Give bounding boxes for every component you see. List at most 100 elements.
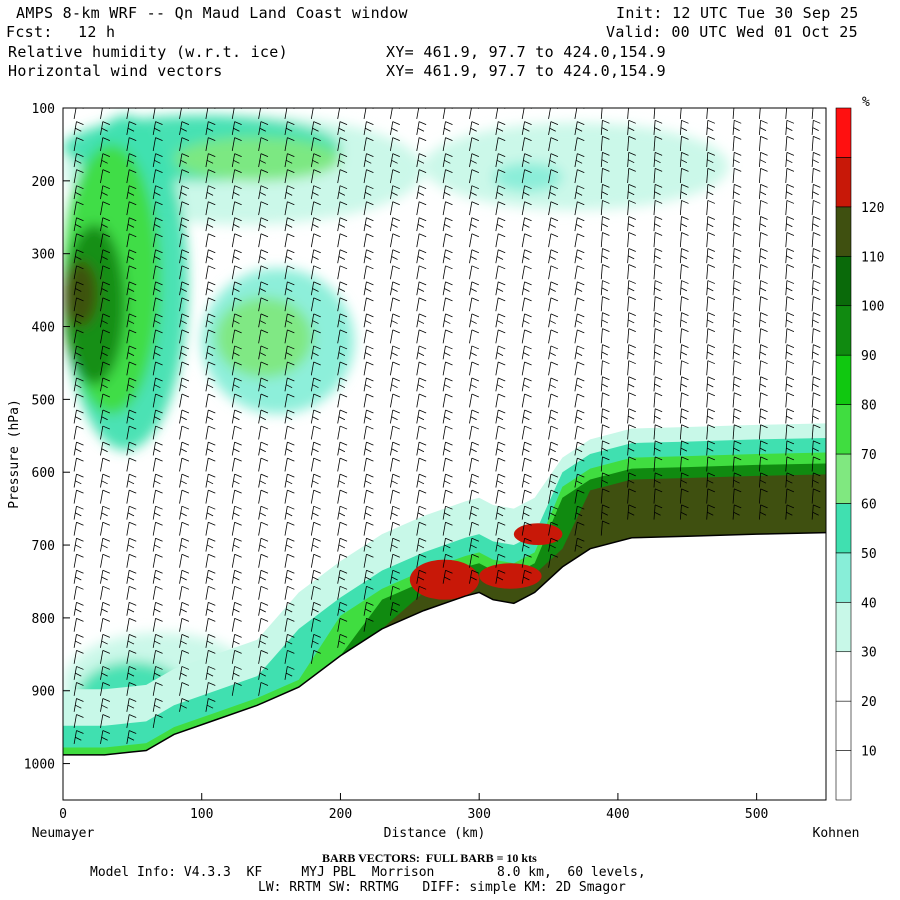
wind-barb-flag bbox=[734, 328, 742, 333]
wind-barb bbox=[469, 490, 473, 504]
wind-barb bbox=[337, 201, 341, 216]
wind-barb bbox=[495, 522, 499, 536]
wind-barb-flag bbox=[312, 512, 319, 517]
wind-barb-flag bbox=[260, 489, 269, 494]
wind-barb-flag bbox=[259, 512, 266, 517]
wind-barb-flag bbox=[75, 288, 82, 292]
wind-barb-flag bbox=[760, 344, 768, 349]
wind-barb-flag bbox=[234, 521, 242, 526]
wind-barb bbox=[100, 634, 104, 648]
wind-barb-flag bbox=[181, 698, 190, 702]
wind-barb bbox=[205, 602, 209, 616]
wind-barb-flag bbox=[287, 666, 295, 670]
wind-barb-flag bbox=[786, 376, 795, 381]
wind-barb-flag bbox=[129, 185, 137, 190]
wind-barb bbox=[310, 458, 315, 472]
wind-barb-flag bbox=[180, 224, 187, 228]
model-info-line-2: LW: RRTM SW: RRTMG DIFF: simple KM: 2D S… bbox=[258, 880, 626, 895]
wind-barb-flag bbox=[498, 297, 506, 302]
wind-barb-flag bbox=[575, 512, 583, 517]
wind-barb-flag bbox=[260, 682, 269, 686]
wind-barb bbox=[337, 108, 341, 119]
wind-barb-flag bbox=[129, 265, 137, 270]
wind-barb-flag bbox=[471, 249, 480, 254]
wind-barb bbox=[126, 570, 130, 584]
wind-barb bbox=[521, 377, 525, 392]
wind-barb bbox=[363, 201, 367, 216]
wind-barb-flag bbox=[602, 232, 610, 236]
wind-barb-flag bbox=[392, 457, 400, 462]
wind-barb-flag bbox=[628, 191, 635, 196]
wind-barb-flag bbox=[181, 650, 190, 654]
wind-barb-flag bbox=[707, 479, 714, 484]
wind-barb-flag bbox=[445, 361, 453, 366]
wind-barb bbox=[73, 201, 77, 216]
wind-barb bbox=[179, 682, 183, 696]
wind-barb-flag bbox=[681, 456, 689, 461]
wind-barb-flag bbox=[602, 296, 610, 300]
wind-barb-flag bbox=[786, 151, 795, 156]
wind-barb bbox=[205, 201, 209, 216]
wind-barb bbox=[363, 570, 367, 584]
wind-barb bbox=[284, 554, 288, 568]
wind-barb bbox=[231, 650, 236, 664]
wind-barb-flag bbox=[313, 201, 321, 206]
wind-barb bbox=[469, 297, 473, 312]
wind-barb bbox=[495, 169, 499, 184]
wind-barb-flag bbox=[127, 352, 135, 356]
wind-barb-flag bbox=[206, 608, 214, 613]
wind-barb-flag bbox=[577, 297, 585, 302]
wind-barb-flag bbox=[786, 232, 795, 236]
wind-barb bbox=[231, 522, 236, 536]
wind-barb-flag bbox=[313, 121, 321, 125]
wind-barb bbox=[205, 217, 209, 232]
wind-barb-flag bbox=[681, 440, 689, 445]
wind-barb-flag bbox=[312, 159, 319, 164]
wind-barb-flag bbox=[155, 121, 163, 125]
wind-barb-flag bbox=[260, 201, 269, 206]
wind-barb-flag bbox=[208, 201, 216, 206]
wind-barb-flag bbox=[392, 409, 400, 414]
wind-barb-flag bbox=[707, 280, 716, 284]
wind-barb bbox=[548, 361, 552, 376]
wind-barb-flag bbox=[76, 393, 84, 398]
wind-barb bbox=[205, 297, 209, 312]
wind-barb bbox=[284, 201, 288, 216]
wind-barb-flag bbox=[681, 376, 689, 381]
wind-barb-flag bbox=[496, 448, 504, 453]
wind-barb-flag bbox=[101, 448, 108, 453]
wind-barb-flag bbox=[287, 569, 295, 574]
wind-barb-flag bbox=[127, 544, 135, 549]
wind-barb-flag bbox=[392, 569, 400, 574]
wind-barb-flag bbox=[234, 425, 242, 430]
wind-barb-flag bbox=[285, 416, 293, 421]
wind-barb-flag bbox=[707, 296, 716, 300]
wind-barb-flag bbox=[786, 159, 793, 164]
wind-barb-flag bbox=[339, 409, 348, 414]
wind-barb bbox=[310, 265, 315, 280]
wind-barb-flag bbox=[312, 224, 319, 228]
wind-barb bbox=[100, 506, 104, 520]
wind-barb-flag bbox=[208, 249, 216, 254]
wind-barb-flag bbox=[813, 488, 821, 493]
wind-barb-flag bbox=[813, 424, 821, 429]
wind-barb-flag bbox=[628, 168, 636, 172]
wind-barb-flag bbox=[339, 537, 348, 542]
wind-barb bbox=[205, 618, 209, 632]
wind-barb-flag bbox=[471, 457, 480, 462]
wind-barb bbox=[390, 313, 394, 328]
wind-barb bbox=[679, 200, 682, 216]
wind-barb bbox=[258, 137, 262, 152]
wind-barb bbox=[759, 456, 761, 472]
wind-barb-flag bbox=[760, 151, 768, 156]
wind-barb bbox=[205, 313, 209, 328]
wind-barb-flag bbox=[234, 329, 242, 334]
wind-barb-flag bbox=[339, 473, 348, 478]
wind-barb-flag bbox=[101, 672, 108, 677]
wind-barb bbox=[231, 570, 236, 584]
wind-barb-flag bbox=[628, 312, 636, 316]
wind-barb-flag bbox=[129, 169, 137, 174]
wind-barb bbox=[469, 233, 473, 248]
wind-barb-flag bbox=[498, 137, 506, 141]
wind-barb bbox=[73, 618, 77, 632]
